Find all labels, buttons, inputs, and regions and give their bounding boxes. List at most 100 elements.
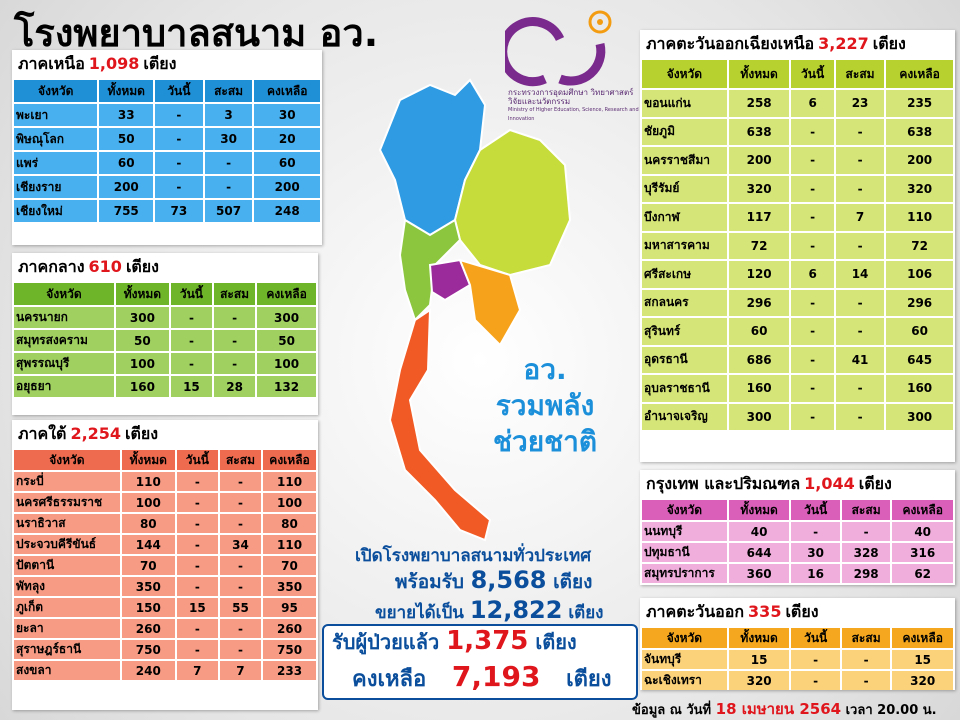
region-panel: กรุงเทพ และปริมณฑล 1,044 เตียง จังหวัด ทั้งห…	[640, 470, 955, 585]
summary-label: ขยายได้เป็น	[375, 603, 464, 623]
province-name: บึงกาฬ	[642, 204, 727, 231]
column-header: จังหวัด	[642, 60, 727, 88]
header-row: จังหวัด ทั้งหมด วันนี้ สะสม คงเหลือ	[14, 283, 316, 305]
cell-value: 144	[121, 535, 175, 554]
header-row: จังหวัด ทั้งหมด วันนี้ สะสม คงเหลือ	[642, 500, 953, 520]
slogan-line: อว.	[523, 353, 567, 386]
cell-value: 350	[263, 577, 316, 596]
cell-value: 70	[263, 556, 316, 575]
cell-value: -	[155, 152, 203, 174]
table-row: อำนาจเจริญ 300- -300	[642, 403, 953, 430]
cell-value: 117	[728, 204, 790, 231]
province-name: อุดรธานี	[642, 346, 727, 373]
cell-value: 60	[886, 318, 953, 345]
cell-value: 110	[121, 472, 175, 491]
cell-value: -	[835, 318, 885, 345]
cell-value: 14	[835, 261, 885, 288]
cell-value: 120	[728, 261, 790, 288]
table-row: เชียงใหม่ 755 73 507 248	[14, 200, 320, 222]
column-header: สะสม	[835, 60, 885, 88]
cell-value: 50	[257, 330, 316, 351]
cell-value: 15	[892, 650, 953, 669]
table-row: ปัตตานี 70- -70	[14, 556, 316, 575]
cell-value: -	[841, 650, 891, 669]
cell-value: 33	[99, 104, 154, 126]
table-row: บึงกาฬ 117-7 110	[642, 204, 953, 231]
column-header: คงเหลือ	[254, 80, 320, 102]
region-count: 1,044	[804, 474, 855, 493]
cell-value: 160	[886, 375, 953, 402]
cell-value: 7	[835, 204, 885, 231]
cell-value: -	[835, 147, 885, 174]
cell-value: 320	[892, 671, 953, 690]
cell-value: 300	[886, 403, 953, 430]
cell-value: 298	[841, 564, 891, 583]
cell-value: 296	[886, 289, 953, 316]
header-row: จังหวัด ทั้งหมด วันนี้ สะสม คงเหลือ	[642, 60, 953, 88]
cell-value: 260	[121, 619, 175, 638]
cell-value: -	[219, 556, 262, 575]
cell-value: 70	[121, 556, 175, 575]
summary-unit: เตียง	[568, 603, 604, 623]
region-panel: ภาคกลาง 610 เตียง จังหวัด ทั้งหมด วันนี้ สะสมค…	[12, 253, 318, 415]
cell-value: -	[176, 472, 218, 491]
cell-value: 40	[728, 522, 790, 541]
cell-value: 686	[728, 346, 790, 373]
column-header: คงเหลือ	[892, 628, 953, 648]
cell-value: 72	[728, 232, 790, 259]
cell-value: 110	[263, 535, 316, 554]
cell-value: 100	[121, 493, 175, 512]
table-row: บุรีรัมย์ 320- -320	[642, 175, 953, 202]
region-count: 2,254	[70, 424, 122, 443]
summary-label: พร้อมรับ	[395, 571, 464, 593]
column-header: วันนี้	[791, 500, 840, 520]
cell-value: 60	[254, 152, 320, 174]
summary-value: 8,568	[470, 566, 547, 594]
table-row: พิษณุโลก 50-30 20	[14, 128, 320, 150]
column-header: ทั้งหมด	[99, 80, 154, 102]
cell-value: 360	[728, 564, 790, 583]
cell-value: 3	[204, 104, 253, 126]
cell-value: 50	[99, 128, 154, 150]
province-name: เชียงราย	[14, 176, 98, 198]
table-row: นนทบุรี 40- -40	[642, 522, 953, 541]
table-row: ขอนแก่น 258 6 23 235	[642, 90, 953, 117]
cell-value: 320	[728, 175, 790, 202]
cell-value: 750	[121, 640, 175, 659]
column-header: ทั้งหมด	[121, 450, 175, 470]
cell-value: -	[791, 671, 840, 690]
region-table: จังหวัด ทั้งหมด วันนี้ สะสม คงเหลือ กระบี่ 110…	[12, 448, 318, 682]
table-row: นครราชสีมา 200- -200	[642, 147, 953, 174]
footer-date: 18 เมษายน 2564	[715, 700, 842, 718]
cell-value: -	[219, 619, 262, 638]
cell-value: -	[219, 577, 262, 596]
province-name: ศรีสะเกษ	[642, 261, 727, 288]
column-header: จังหวัด	[642, 628, 727, 648]
cell-value: 150	[121, 598, 175, 617]
column-header: คงเหลือ	[892, 500, 953, 520]
thailand-map	[378, 78, 572, 542]
cell-value: 30	[254, 104, 320, 126]
cell-value: 7	[176, 661, 218, 680]
cell-value: 200	[254, 176, 320, 198]
region-panel: ภาคตะวันออกเฉียงเหนือ 3,227 เตียง จังหวัด ทั…	[640, 30, 955, 462]
cell-value: 200	[99, 176, 154, 198]
table-row: พะเยา 33-3 30	[14, 104, 320, 126]
region-unit: เตียง	[125, 257, 159, 276]
table-row: นราธิวาส 80- -80	[14, 514, 316, 533]
column-header: ทั้งหมด	[728, 60, 790, 88]
cell-value: 50	[115, 330, 169, 351]
province-name: นครนายก	[14, 307, 114, 328]
column-header: คงเหลือ	[886, 60, 953, 88]
table-row: ยะลา 260- -260	[14, 619, 316, 638]
page-title: โรงพยาบาลสนาม อว.	[14, 11, 379, 55]
cell-value: 300	[728, 403, 790, 430]
region-table: จังหวัด ทั้งหมด วันนี้ สะสม คงเหลือ จันทบุรี 1…	[640, 626, 955, 692]
region-unit: เตียง	[858, 474, 892, 493]
cell-value: 644	[728, 543, 790, 562]
cell-value: -	[791, 147, 834, 174]
logo	[505, 10, 612, 87]
cell-value: -	[791, 318, 834, 345]
cell-value: 72	[886, 232, 953, 259]
cell-value: -	[791, 175, 834, 202]
